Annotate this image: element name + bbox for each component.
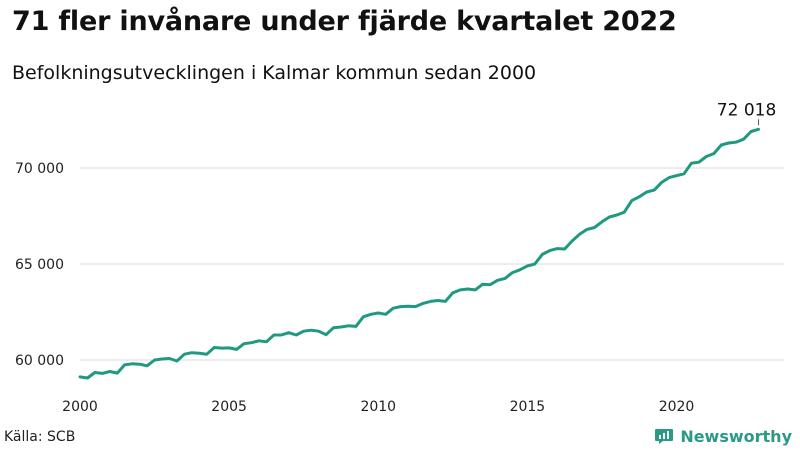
newsworthy-logo-icon	[655, 429, 674, 444]
x-tick-label: 2010	[360, 399, 396, 415]
end-value-label: 72 018	[717, 100, 776, 120]
brand-name: Newsworthy	[680, 426, 792, 446]
x-tick-label: 2005	[211, 399, 247, 415]
x-tick-label: 2000	[62, 399, 98, 415]
chart-title: 71 fler invånare under fjärde kvartalet …	[12, 6, 677, 37]
y-tick-label: 70 000	[15, 161, 64, 177]
y-axis-ticks: 60 000 65 000 70 000	[15, 161, 64, 369]
series-line-befolkning	[78, 127, 760, 380]
y-tick-label: 65 000	[15, 257, 64, 273]
source-note: Källa: SCB	[4, 429, 76, 445]
x-axis-ticks: 2000 2005 2010 2015 2020	[62, 399, 694, 415]
brand-logo[interactable]: Newsworthy	[654, 426, 792, 446]
annotation-layer: 72 018	[717, 100, 776, 126]
gridlines	[80, 167, 784, 361]
x-tick-label: 2020	[659, 399, 695, 415]
series-layer	[78, 127, 760, 380]
y-tick-label: 60 000	[15, 353, 64, 369]
chart-subtitle: Befolkningsutvecklingen i Kalmar kommun …	[12, 62, 537, 84]
x-tick-label: 2015	[510, 399, 546, 415]
